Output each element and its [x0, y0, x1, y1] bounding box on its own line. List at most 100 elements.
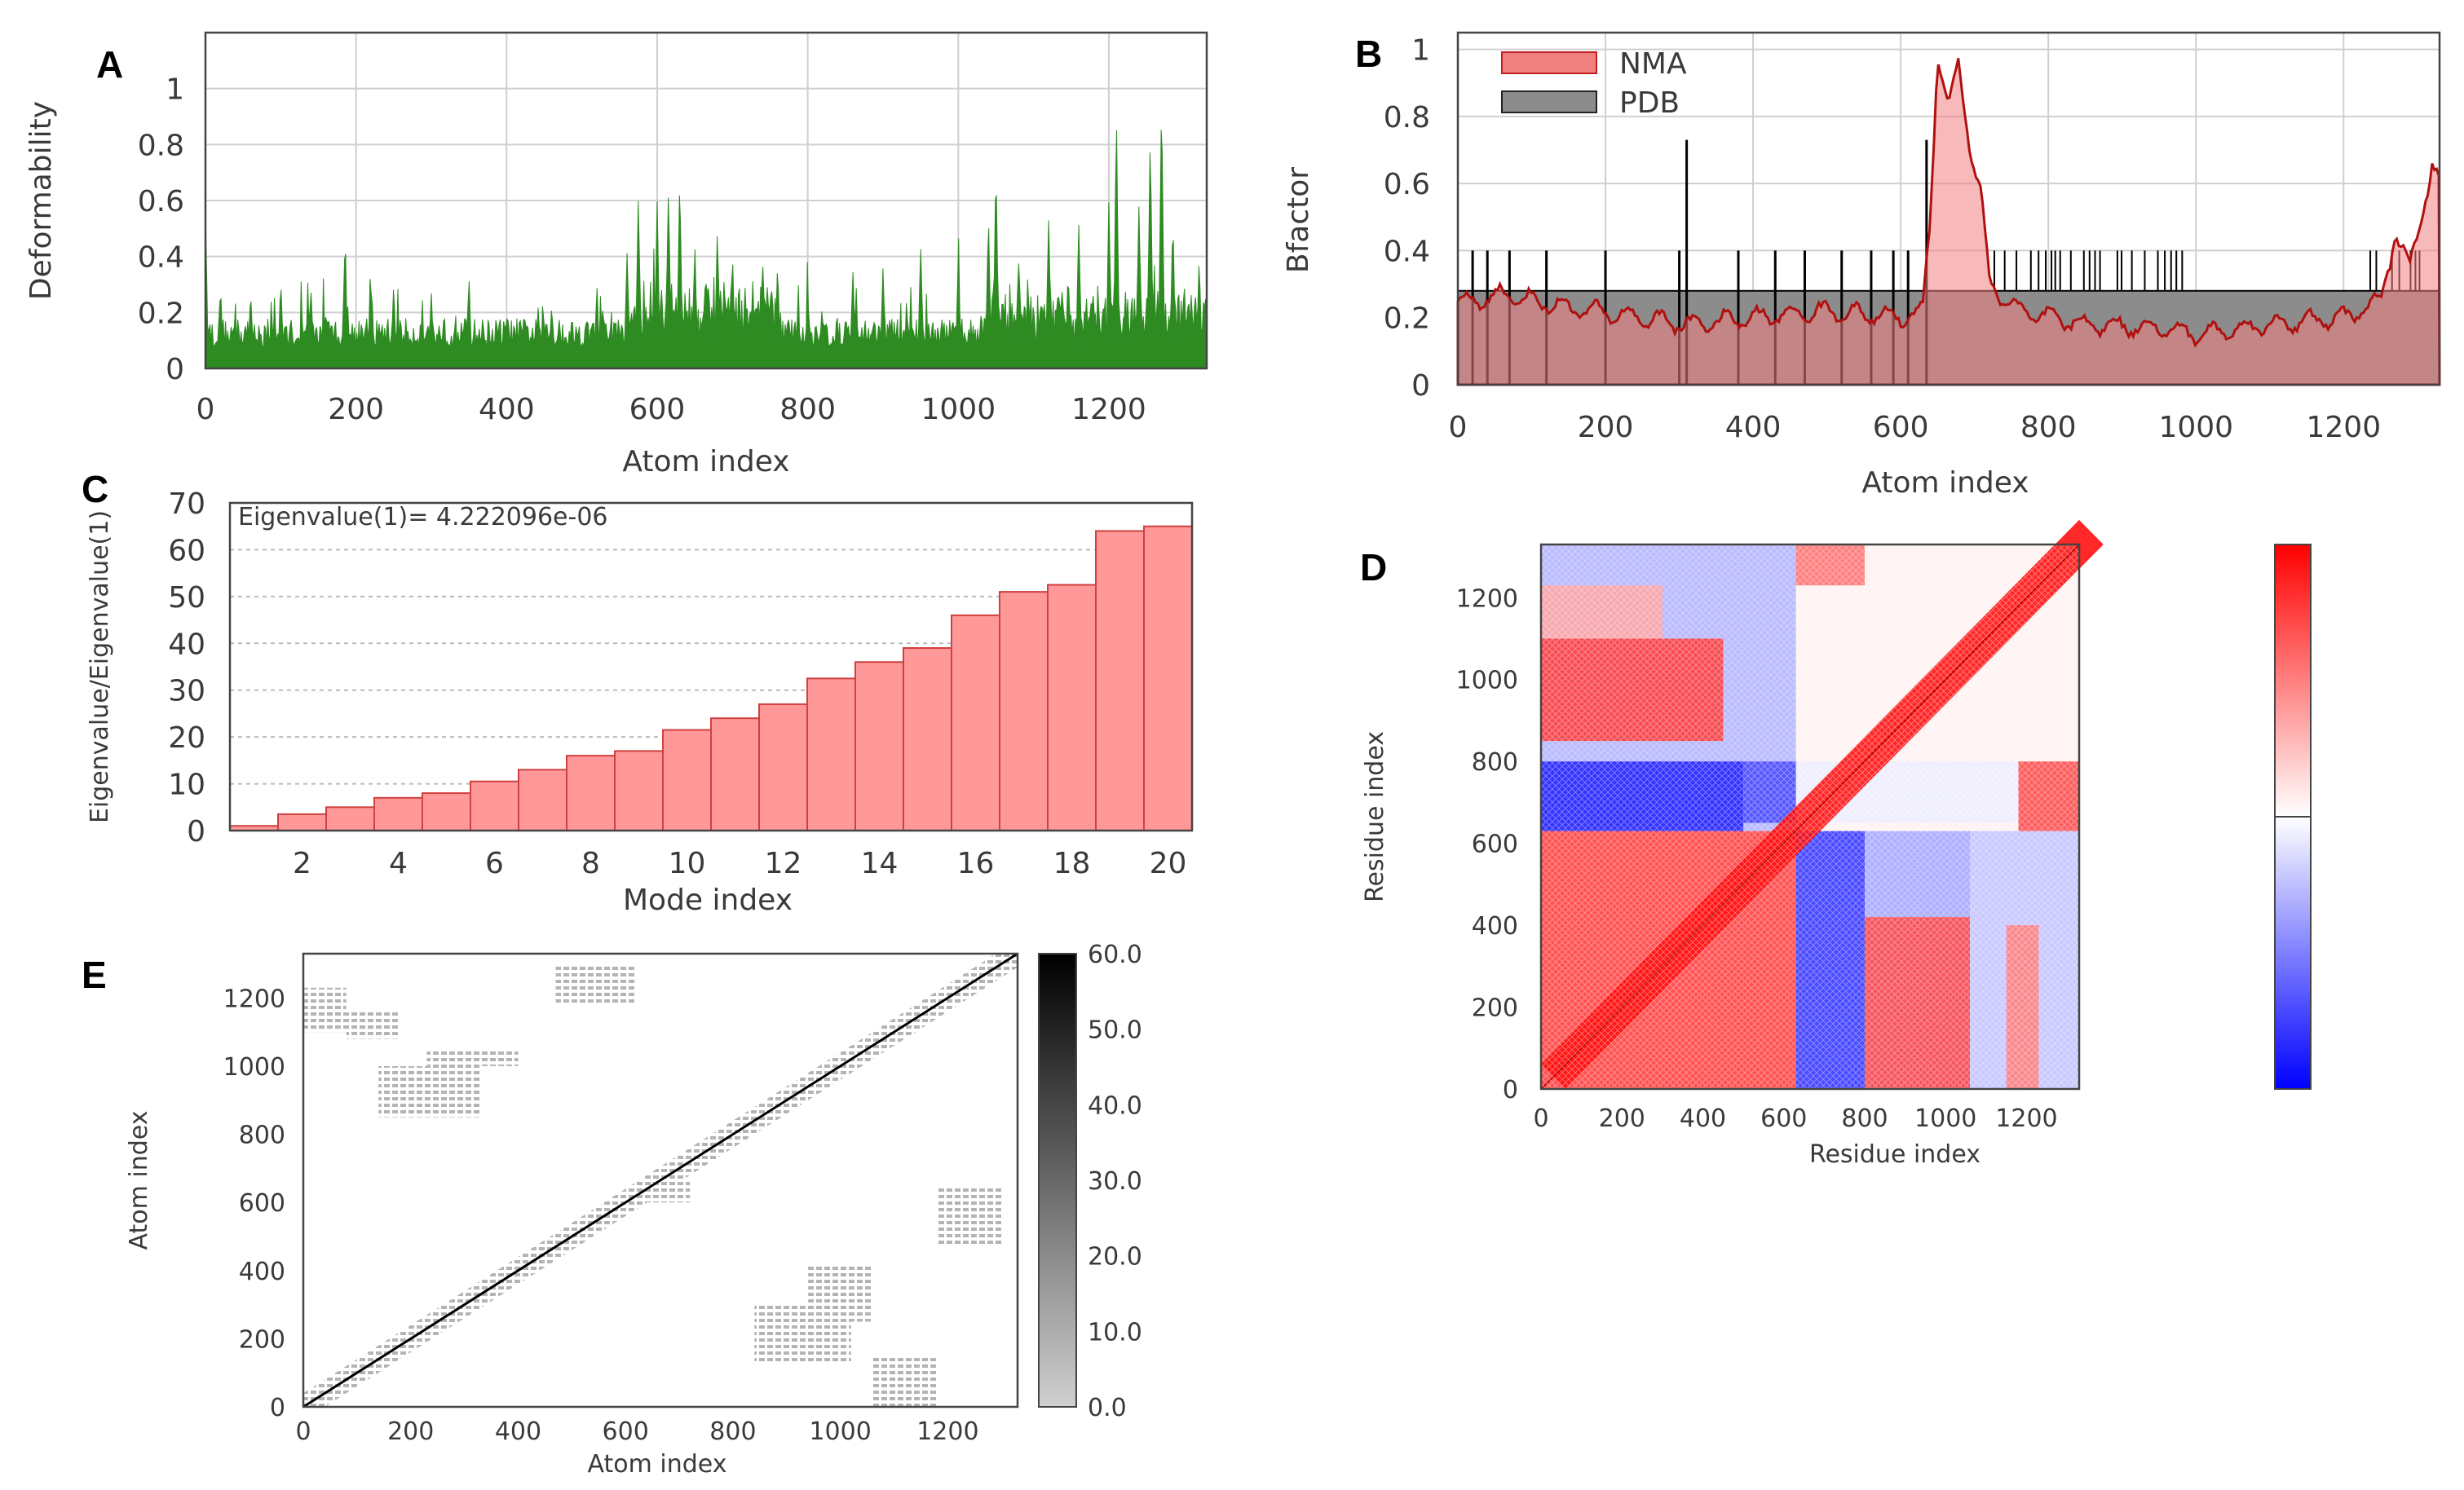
panel-b-ytick-label: 0.4	[1384, 235, 1430, 268]
panel-c-xtick-label: 16	[957, 847, 995, 880]
panel-c-bar	[999, 591, 1049, 831]
panel-c-bar	[325, 806, 375, 831]
panel-e-contact-patch	[937, 1185, 1002, 1247]
panel-c: C 2 4 6 8 10 12 14 16 18 20 0 10 20 30 40 50 60 70 Eigenv…	[82, 468, 1194, 917]
panel-b-frame	[1456, 31, 2441, 386]
panel-e-colorbar-label: 50.0	[1088, 1016, 1142, 1045]
panel-e-contact-patch	[808, 1263, 873, 1322]
panel-e-contact-patch	[378, 1065, 481, 1118]
panel-b-ytick-label: 0	[1411, 369, 1430, 403]
panel-d-ytick-label: 200	[1472, 994, 1518, 1023]
panel-d-xtick-label: 1000	[1914, 1104, 1976, 1133]
panel-e-colorbar-label: 20.0	[1088, 1243, 1142, 1272]
panel-d-ytick-label: 1200	[1456, 584, 1518, 613]
panel-e-contact-patch	[636, 1182, 691, 1203]
panel-b-xtick-label: 1000	[2158, 411, 2233, 444]
panel-a-xtick-label: 200	[328, 393, 384, 426]
panel-c-bar	[277, 813, 327, 832]
panel-c-bar	[710, 717, 760, 832]
legend-label-nma: NMA	[1619, 47, 1687, 81]
panel-e-ytick-label: 1000	[223, 1053, 285, 1082]
panel-a-ytick-label: 0.2	[138, 297, 184, 330]
panel-d-ylabel: Residue index	[1361, 731, 1389, 902]
panel-e-ytick-label: 600	[239, 1189, 285, 1218]
panel-e-ylabel: Atom index	[125, 1111, 153, 1250]
panel-b-xtick-label: 1200	[2307, 411, 2382, 444]
panel-c-xtick-label: 12	[765, 847, 802, 880]
panel-b-xtick-label: 400	[1725, 411, 1782, 444]
panel-d-xtick-label: 400	[1680, 1104, 1726, 1133]
panel-c-ytick-label: 10	[168, 769, 205, 802]
panel-c-xtick-label: 8	[581, 847, 600, 880]
panel-e-ytick-label: 0	[270, 1394, 285, 1422]
panel-d-xtick-label: 200	[1599, 1104, 1645, 1133]
panel-c-bar	[422, 792, 471, 831]
panel-a-ytick-label: 0	[166, 353, 184, 386]
panel-d-xtick-label: 0	[1533, 1104, 1548, 1133]
panel-c-xtick-label: 18	[1053, 847, 1091, 880]
panel-b-ylabel: Bfactor	[1282, 167, 1315, 273]
panel-c-annotation: Eigenvalue(1)= 4.222096e-06	[238, 503, 608, 531]
panel-e-xlabel: Atom index	[588, 1450, 727, 1479]
panel-b-ytick-label: 1	[1411, 34, 1430, 68]
panel-c-bar	[373, 796, 423, 831]
panel-d-xlabel: Residue index	[1809, 1140, 1980, 1169]
legend-label-pdb: PDB	[1619, 86, 1680, 120]
panel-a-xtick-label: 800	[779, 393, 836, 426]
panel-c-xtick-label: 10	[669, 847, 706, 880]
panel-c-bars	[229, 525, 1193, 832]
legend-swatch-pdb	[1501, 90, 1597, 113]
panel-d-xtick-label: 800	[1841, 1104, 1888, 1133]
panel-c-bar	[903, 647, 952, 831]
panel-e-xtick-label: 400	[495, 1417, 541, 1446]
panel-c-ytick-label: 70	[168, 487, 205, 521]
panel-c-bar	[1095, 530, 1145, 831]
panel-d-frame	[1539, 543, 2081, 1091]
panel-a-xtick-label: 1200	[1071, 393, 1146, 426]
panel-c-bar	[758, 703, 808, 832]
panel-b: B 0 200 400 600 800 1000 1200 0 0.2 0.4 0.6 0.8 1 NM…	[1282, 31, 2441, 500]
panel-d: D 0 200 400 600 800 1000 1200 0 200 400 600 800 1000…	[1360, 519, 2312, 1169]
panel-b-label: B	[1355, 33, 1382, 75]
panel-b-xlabel: Atom index	[1861, 466, 2029, 500]
panel-c-ytick-label: 60	[168, 534, 205, 567]
panel-a-ylabel: Deformability	[24, 101, 58, 300]
panel-a-ytick-label: 1	[166, 73, 184, 107]
panel-d-ytick-label: 400	[1472, 912, 1518, 941]
panel-d-ticks: 0 200 400 600 800 1000 1200 0 200 400 600 800 1000 12…	[1456, 584, 2058, 1133]
panel-e-ytick-label: 400	[239, 1258, 285, 1286]
panel-c-bar	[854, 661, 904, 831]
panel-e-xtick-label: 0	[295, 1417, 311, 1446]
panel-c-xlabel: Mode index	[623, 884, 793, 917]
panel-b-ytick-label: 0.2	[1384, 302, 1430, 336]
panel-c-ytick-label: 50	[168, 581, 205, 615]
panel-d-xtick-label: 600	[1760, 1104, 1807, 1133]
panel-c-frame	[228, 501, 1194, 832]
panel-c-xtick-label: 14	[861, 847, 899, 880]
panel-c-ticks: 2 4 6 8 10 12 14 16 18 20 0 10 20 30 40 50 60 70	[168, 487, 1186, 880]
panel-a-ticks: 0 200 400 600 800 1000 1200 0 0.2 0.4 0.6 0.8 1	[138, 73, 1146, 426]
panel-c-bar	[1047, 584, 1097, 831]
panel-e-xtick-label: 800	[709, 1417, 756, 1446]
panel-d-xtick-label: 1200	[1995, 1104, 2057, 1133]
panel-e-xtick-label: 1200	[916, 1417, 978, 1446]
panel-e-frame	[302, 952, 1019, 1408]
panel-e-ytick-label: 200	[239, 1325, 285, 1354]
panel-a-frame	[204, 31, 1208, 370]
panel-d-ytick-label: 600	[1472, 831, 1518, 859]
panel-a-ytick-label: 0.8	[138, 129, 184, 162]
panel-e-colorbar-label: 10.0	[1088, 1318, 1142, 1347]
panel-b-nma-area	[1456, 58, 2441, 386]
panel-a-xtick-label: 1000	[921, 393, 996, 426]
panel-c-xtick-label: 2	[293, 847, 311, 880]
panel-e-xtick-label: 200	[387, 1417, 434, 1446]
panel-a-xtick-label: 600	[629, 393, 686, 426]
panel-c-bar	[806, 677, 856, 831]
panel-a-deformability-area	[205, 130, 1208, 369]
panel-b-xtick-label: 0	[1449, 411, 1468, 444]
panel-c-bar	[951, 614, 1000, 831]
panel-e-label: E	[82, 954, 107, 996]
panel-e-colorbar-label: 40.0	[1088, 1091, 1142, 1120]
panel-e-xtick-label: 1000	[809, 1417, 871, 1446]
panel-e-ticks: 0 200 400 600 800 1000 1200 0 200 400 600 800 1000 12…	[223, 941, 1142, 1446]
